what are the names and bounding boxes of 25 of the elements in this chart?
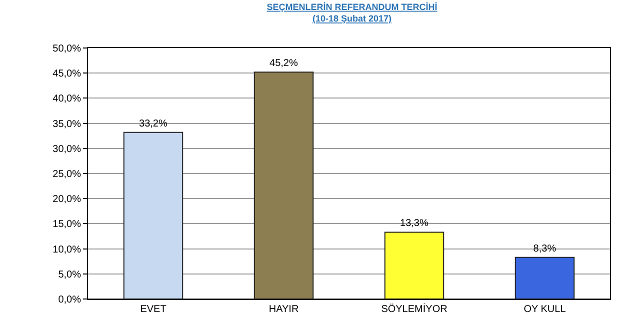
data-label: 13,3% (400, 218, 428, 230)
x-tick-label: OY KULL (524, 304, 566, 315)
y-tick-label: 10,0% (52, 244, 82, 256)
y-tick-label: 20,0% (52, 194, 82, 206)
y-tick-label: 25,0% (52, 169, 82, 180)
y-tick-label: 45,0% (52, 68, 82, 80)
y-tick-label: 50,0% (52, 44, 82, 54)
y-tick-label: 40,0% (52, 94, 82, 105)
y-tick-label: 0,0% (58, 294, 82, 306)
y-tick-label: 15,0% (52, 219, 82, 230)
y-tick-label: 35,0% (52, 118, 82, 130)
x-tick-label: HAYIR (268, 304, 299, 315)
chart-title: SEÇMENLERİN REFERANDUM TERCİHİ (266, 2, 438, 12)
chart-subtitle: (10-18 Şubat 2017) (312, 14, 392, 24)
data-label: 45,2% (270, 58, 298, 70)
bar (514, 256, 575, 299)
bar (254, 72, 314, 299)
x-tick-label: EVET (140, 304, 166, 315)
x-tick-label: SÖYLEMİYOR (381, 303, 448, 315)
data-label: 33,2% (139, 118, 168, 130)
y-tick-label: 30,0% (52, 144, 82, 155)
bar (384, 232, 444, 299)
y-tick-label: 5,0% (58, 269, 82, 280)
data-label: 8,3% (533, 243, 556, 254)
bar (123, 132, 184, 299)
